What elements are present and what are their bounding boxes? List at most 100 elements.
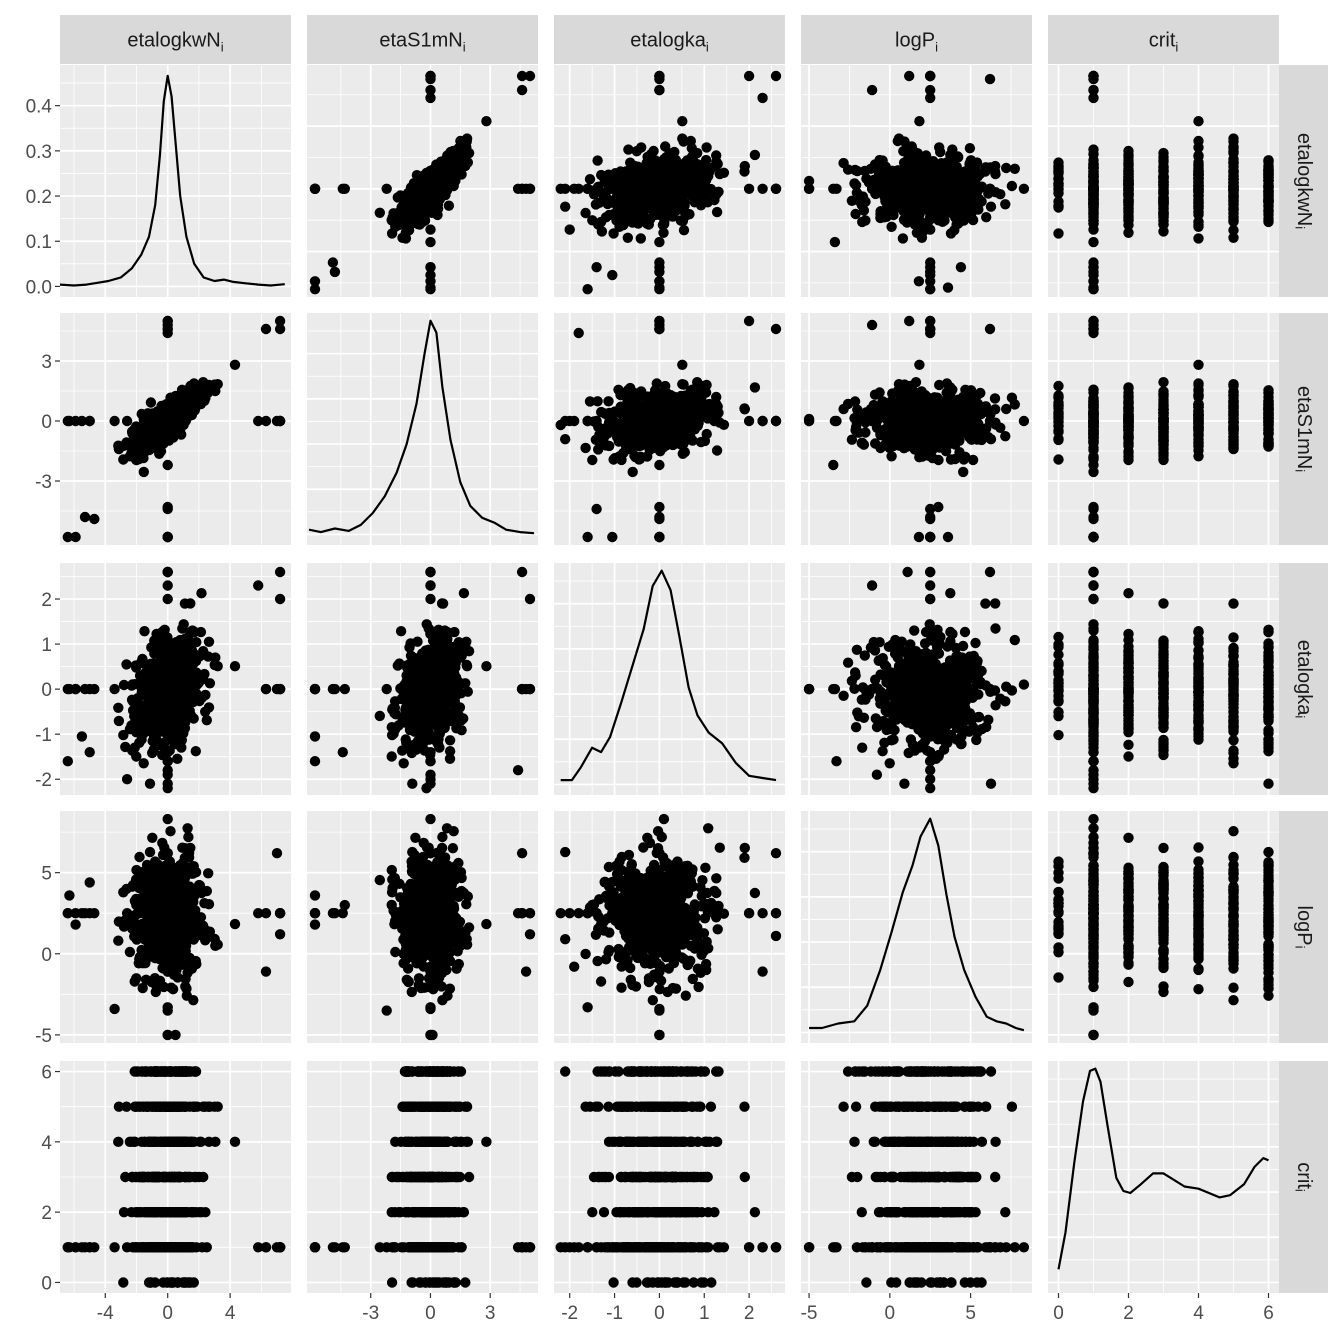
point: [582, 531, 593, 543]
point: [701, 142, 712, 153]
point: [1009, 163, 1020, 174]
point: [412, 218, 424, 230]
point: [145, 397, 157, 408]
point: [1193, 180, 1204, 191]
point: [942, 531, 954, 543]
strip-label-top-etaS1mN: etaS1mNi: [379, 30, 465, 55]
point: [1001, 403, 1012, 415]
point: [613, 190, 624, 201]
point: [410, 195, 421, 206]
point: [923, 195, 934, 206]
point: [1123, 215, 1134, 226]
point: [524, 70, 536, 82]
point: [958, 423, 969, 434]
point: [909, 429, 920, 440]
point: [651, 431, 662, 443]
strip-label-top-logP: logPi: [895, 30, 938, 55]
point: [560, 434, 571, 445]
point: [170, 400, 181, 411]
point: [912, 196, 924, 208]
point: [138, 466, 149, 478]
point: [866, 319, 878, 331]
panel-etalogkwN-vs-logP: [801, 65, 1032, 297]
point: [162, 415, 173, 427]
point: [516, 70, 528, 82]
point: [1158, 218, 1169, 230]
point: [803, 183, 815, 194]
point: [995, 422, 1006, 433]
point: [932, 161, 943, 173]
point: [942, 183, 954, 194]
point: [945, 149, 956, 161]
point: [582, 284, 593, 295]
point: [443, 200, 455, 211]
point: [625, 382, 636, 394]
point: [1228, 133, 1239, 144]
strip-top-crit: criti: [1048, 15, 1279, 64]
point: [846, 434, 858, 445]
point: [831, 415, 842, 427]
point: [658, 415, 670, 427]
point: [955, 262, 967, 273]
point: [440, 175, 451, 187]
point: [866, 415, 878, 427]
point: [387, 215, 398, 226]
point: [607, 531, 618, 543]
point: [975, 387, 986, 399]
point: [749, 382, 761, 393]
point: [1228, 180, 1239, 192]
point: [460, 160, 471, 172]
point: [580, 442, 591, 454]
point: [560, 183, 571, 194]
point: [757, 92, 768, 104]
point: [229, 359, 241, 370]
point: [616, 454, 627, 466]
point: [954, 447, 965, 458]
point: [675, 215, 686, 226]
point: [679, 447, 690, 458]
point: [647, 400, 658, 411]
point: [84, 415, 95, 427]
point: [677, 379, 688, 390]
point: [1053, 196, 1064, 207]
point: [698, 380, 710, 392]
point: [912, 439, 923, 450]
point: [309, 284, 321, 295]
point: [1228, 156, 1239, 167]
point: [625, 157, 636, 168]
point: [677, 116, 688, 127]
point: [425, 73, 436, 85]
point: [923, 444, 935, 456]
point: [622, 430, 634, 442]
point: [933, 432, 944, 443]
point: [607, 269, 618, 281]
point: [923, 430, 934, 442]
point: [702, 186, 713, 197]
point: [891, 416, 902, 427]
strip-label-top-etalogka: etalogkai: [630, 30, 709, 55]
strip-top-etalogkwN: etalogkwNi: [60, 15, 291, 64]
point: [695, 436, 707, 448]
point: [643, 437, 655, 449]
point: [912, 390, 923, 401]
point: [739, 403, 750, 414]
point: [411, 170, 423, 181]
point: [632, 413, 644, 425]
point: [953, 180, 964, 191]
point: [109, 415, 120, 427]
point: [654, 531, 665, 543]
point: [633, 192, 644, 203]
point: [632, 171, 644, 183]
point: [941, 160, 952, 171]
point: [1088, 236, 1099, 248]
point: [941, 387, 952, 398]
point: [461, 133, 473, 144]
point: [636, 142, 647, 153]
point: [1158, 163, 1169, 175]
point: [955, 415, 967, 427]
point: [1123, 175, 1134, 186]
point: [967, 454, 979, 466]
point: [984, 415, 996, 427]
point: [425, 262, 436, 273]
point: [594, 429, 605, 441]
